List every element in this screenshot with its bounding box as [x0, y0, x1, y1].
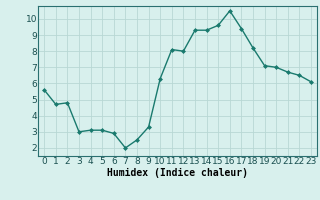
X-axis label: Humidex (Indice chaleur): Humidex (Indice chaleur) [107, 168, 248, 178]
